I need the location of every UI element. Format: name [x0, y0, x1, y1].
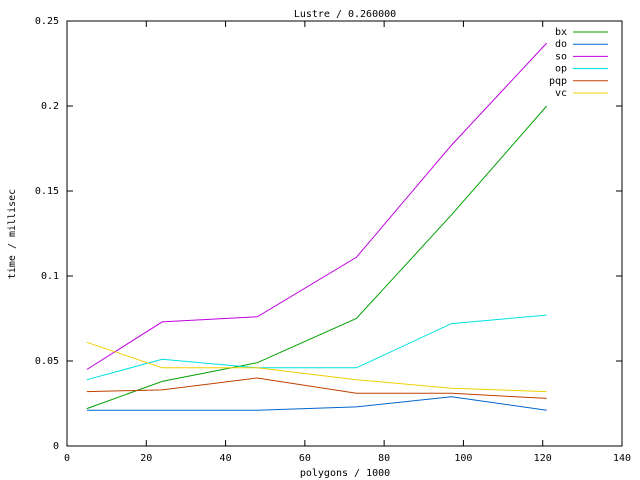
x-axis-label: polygons / 1000	[300, 468, 390, 479]
series-line	[86, 341, 547, 393]
x-tick-label: 60	[299, 453, 311, 464]
legend-label: vc	[555, 88, 567, 99]
series-line	[86, 377, 547, 399]
x-tick-label: 140	[613, 453, 631, 464]
series-line	[86, 314, 547, 381]
legend-label: pqp	[549, 76, 567, 87]
x-tick-label: 120	[534, 453, 552, 464]
series-line	[86, 105, 548, 410]
y-tick-label: 0.05	[35, 356, 59, 367]
y-tick-label: 0.2	[41, 101, 59, 112]
plot-border	[66, 20, 623, 447]
chart-title: Lustre / 0.260000	[294, 9, 396, 20]
x-tick-label: 20	[140, 453, 152, 464]
y-tick-label: 0.25	[35, 16, 59, 27]
y-axis-label: time / millisec	[7, 189, 18, 279]
x-tick-label: 0	[64, 453, 70, 464]
legend-label: bx	[555, 27, 567, 38]
series-line	[86, 42, 548, 370]
legend-label: op	[555, 64, 567, 75]
y-tick-label: 0.1	[41, 271, 59, 282]
x-tick-label: 80	[378, 453, 390, 464]
y-tick-label: 0	[53, 441, 59, 452]
legend-label: do	[555, 39, 567, 50]
series-line	[86, 396, 547, 411]
x-tick-label: 100	[454, 453, 472, 464]
y-tick-label: 0.15	[35, 186, 59, 197]
x-tick-label: 40	[220, 453, 232, 464]
legend-label: so	[555, 51, 567, 62]
